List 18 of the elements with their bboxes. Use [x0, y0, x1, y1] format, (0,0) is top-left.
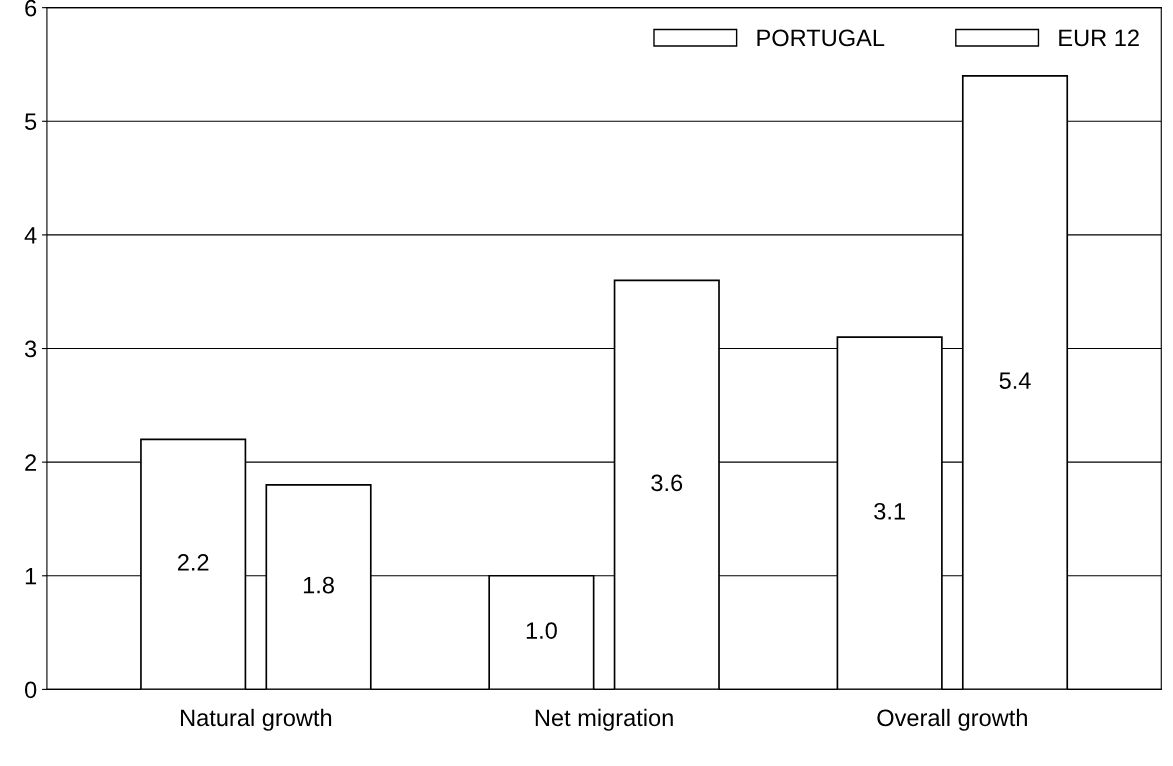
- y-tick-label: 6: [25, 0, 37, 17]
- x-tick-label: Natural growth: [181, 708, 332, 731]
- y-tick-label: 2: [25, 454, 37, 471]
- y-tick-label: 3: [24, 340, 37, 358]
- y-tick-label: 0: [24, 681, 37, 699]
- data-label: 3.6: [651, 474, 683, 492]
- y-tick-label: 4: [24, 227, 37, 244]
- y-tick-label: 1: [25, 568, 37, 585]
- data-label: 1.8: [303, 576, 334, 594]
- legend-label: PORTUGAL: [757, 29, 885, 47]
- data-label: 5.4: [999, 372, 1031, 389]
- data-label: 3.1: [874, 502, 905, 520]
- x-tick-label: Net migration: [535, 708, 673, 731]
- data-label: 2.2: [177, 554, 209, 571]
- x-tick-label: Overall growth: [877, 708, 1027, 731]
- y-tick-label: 5: [25, 113, 37, 131]
- legend-label: EUR 12: [1059, 29, 1139, 47]
- data-label: 1.0: [526, 622, 557, 639]
